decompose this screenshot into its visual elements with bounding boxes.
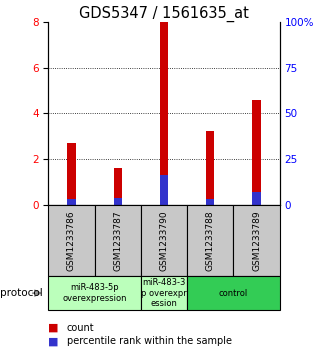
Text: count: count [67, 323, 94, 333]
Bar [114, 168, 122, 205]
Bar [160, 175, 168, 205]
Text: ■: ■ [48, 323, 59, 333]
Bar [206, 199, 214, 205]
Title: GDS5347 / 1561635_at: GDS5347 / 1561635_at [79, 5, 249, 22]
Text: GSM1233789: GSM1233789 [252, 210, 261, 271]
Bar [67, 143, 76, 205]
Bar [252, 192, 261, 205]
Text: percentile rank within the sample: percentile rank within the sample [67, 336, 231, 346]
Bar [67, 199, 76, 205]
Text: GSM1233786: GSM1233786 [67, 210, 76, 271]
Text: miR-483-3
p overexpr
ession: miR-483-3 p overexpr ession [141, 278, 187, 308]
Bar [114, 198, 122, 205]
Text: GSM1233790: GSM1233790 [160, 210, 168, 271]
Text: GSM1233787: GSM1233787 [113, 210, 122, 271]
Text: ■: ■ [48, 336, 59, 346]
Text: miR-483-5p
overexpression: miR-483-5p overexpression [62, 284, 127, 303]
Text: protocol: protocol [0, 288, 43, 298]
Bar [206, 131, 214, 205]
Bar [252, 100, 261, 205]
Text: control: control [219, 289, 248, 298]
Bar [160, 22, 168, 205]
Text: GSM1233788: GSM1233788 [206, 210, 215, 271]
